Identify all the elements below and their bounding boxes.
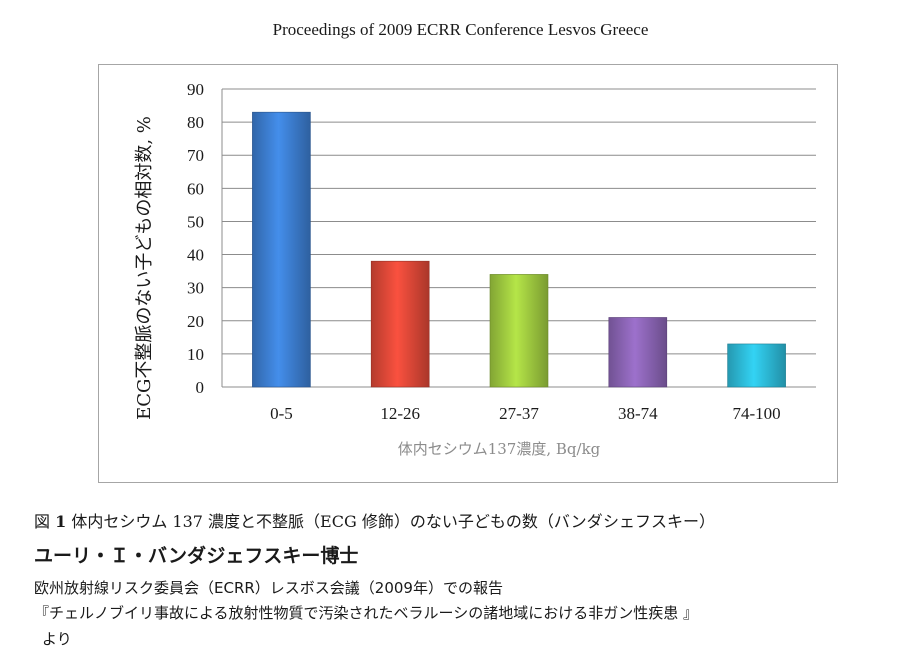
x-axis-title: 体内セシウム137濃度, Bq/kg	[398, 440, 601, 458]
source-conference: 欧州放射線リスク委員会（ECRR）レスボス会議（2009年）での報告	[34, 579, 503, 597]
y-tick-label: 90	[187, 80, 204, 99]
bar	[370, 260, 430, 388]
x-tick-label: 38-74	[618, 404, 658, 423]
y-tick-label: 0	[196, 378, 205, 397]
caption-prefix: 図	[34, 512, 51, 531]
author-name: ユーリ・Ｉ・バンダジェフスキー博士	[34, 545, 359, 567]
y-axis-title: ECG不整脈のない子どもの相対数, %	[134, 116, 155, 420]
y-tick-label: 50	[187, 212, 204, 231]
bar	[727, 343, 786, 388]
proceedings-header: Proceedings of 2009 ECRR Conference Lesv…	[272, 20, 649, 39]
chart-frame: 0 10 20 30 40 50 60 70 80 90 0-5 12-26 27-37 38-74 74-…	[98, 64, 838, 483]
source-report-title: 『チェルノブイリ事故による放射性物質で汚染されたベラルーシの諸地域における非ガン…	[34, 604, 699, 622]
y-tick-label: 20	[187, 312, 204, 331]
bar	[252, 111, 311, 388]
bar	[608, 317, 668, 388]
y-tick-label: 40	[187, 246, 204, 265]
x-tick-label: 74-100	[733, 404, 781, 423]
caption-text: 体内セシウム 137 濃度と不整脈（ECG 修飾）のない子どもの数（バンダシェフ…	[71, 512, 715, 531]
x-tick-label: 12-26	[380, 404, 420, 423]
caption-number: 1	[55, 512, 67, 531]
y-tick-label: 80	[187, 113, 204, 132]
y-tick-label: 30	[187, 279, 204, 298]
x-tick-label: 0-5	[270, 404, 293, 423]
x-tick-label: 27-37	[499, 404, 539, 423]
bar	[489, 274, 549, 388]
y-tick-label: 10	[187, 345, 204, 364]
y-tick-label: 60	[187, 179, 204, 198]
source-suffix: より	[42, 630, 72, 648]
figure-caption: 図 1 体内セシウム 137 濃度と不整脈（ECG 修飾）のない子どもの数（バン…	[34, 508, 715, 532]
y-tick-label: 70	[187, 146, 204, 165]
bar-chart: 0 10 20 30 40 50 60 70 80 90 0-5 12-26 27-37 38-74 74-…	[134, 80, 816, 458]
